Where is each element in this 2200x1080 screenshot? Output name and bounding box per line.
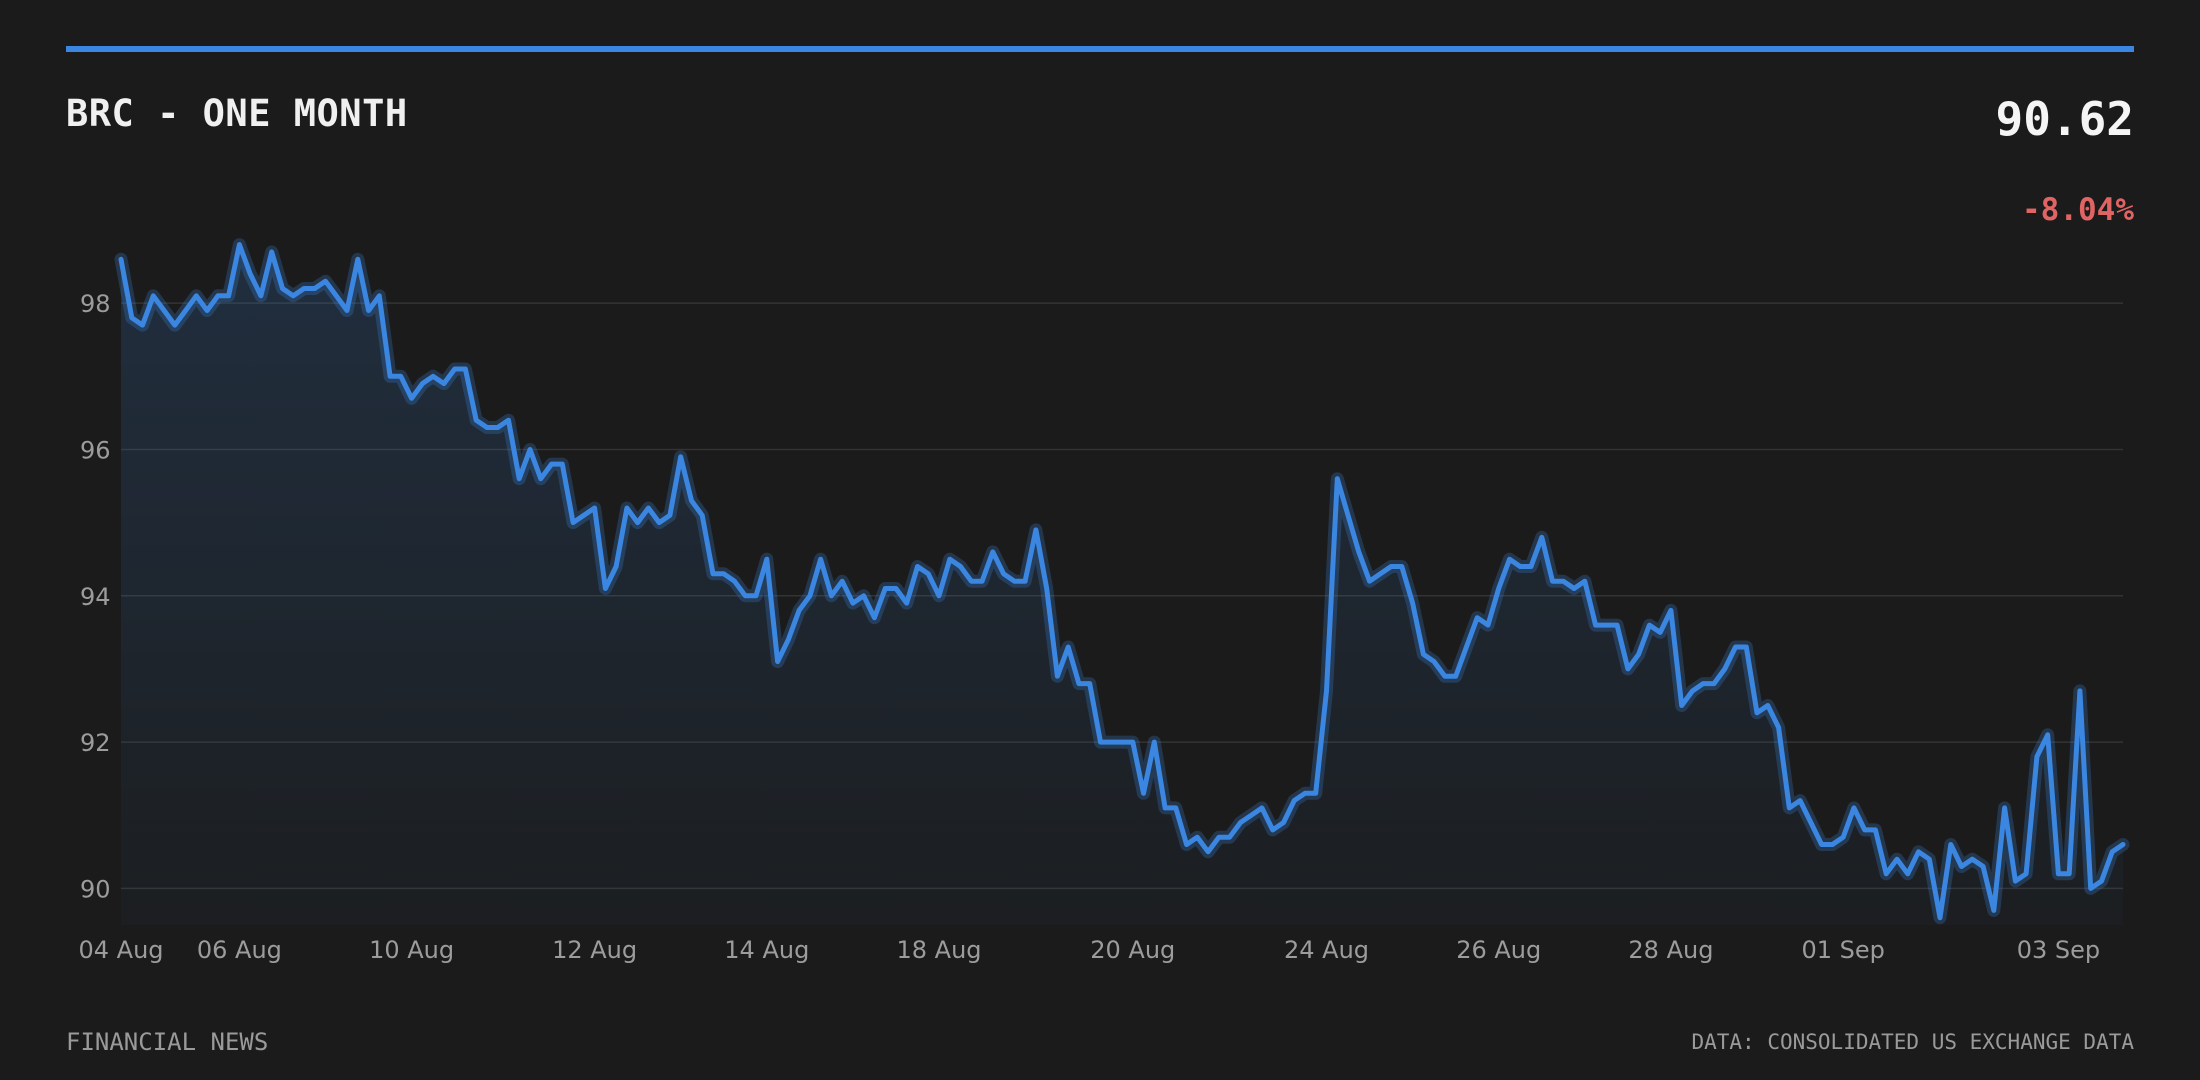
x-tick-label: 03 Sep xyxy=(2017,936,2100,964)
accent-top-bar xyxy=(66,46,2134,52)
chart-title: BRC - ONE MONTH xyxy=(66,92,408,135)
x-tick-label: 20 Aug xyxy=(1090,936,1175,964)
y-tick-label: 96 xyxy=(80,436,111,464)
y-tick-label: 90 xyxy=(80,875,111,903)
y-tick-label: 98 xyxy=(80,290,111,318)
current-price: 90.62 xyxy=(1995,92,2134,146)
x-tick-label: 01 Sep xyxy=(1801,936,1884,964)
y-tick-label: 94 xyxy=(80,583,111,611)
footer-source-right: DATA: CONSOLIDATED US EXCHANGE DATA xyxy=(1691,1030,2134,1054)
x-tick-label: 10 Aug xyxy=(369,936,454,964)
x-tick-label: 18 Aug xyxy=(897,936,982,964)
x-axis-labels: 04 Aug 06 Aug 10 Aug 12 Aug 14 Aug 18 Aug 20 A… xyxy=(78,936,2100,964)
x-tick-label: 28 Aug xyxy=(1628,936,1713,964)
y-tick-label: 92 xyxy=(80,729,111,757)
x-tick-label: 26 Aug xyxy=(1456,936,1541,964)
price-line xyxy=(118,242,2126,921)
x-tick-label: 04 Aug xyxy=(78,936,163,964)
x-tick-label: 24 Aug xyxy=(1284,936,1369,964)
percent-change: -8.04% xyxy=(2022,192,2134,228)
x-tick-label: 06 Aug xyxy=(197,936,282,964)
y-axis-labels: 90 92 94 96 98 xyxy=(80,290,111,903)
price-area xyxy=(121,244,2123,926)
x-tick-label: 12 Aug xyxy=(552,936,637,964)
footer-source-left: FINANCIAL NEWS xyxy=(66,1028,269,1056)
x-tick-label: 14 Aug xyxy=(724,936,809,964)
